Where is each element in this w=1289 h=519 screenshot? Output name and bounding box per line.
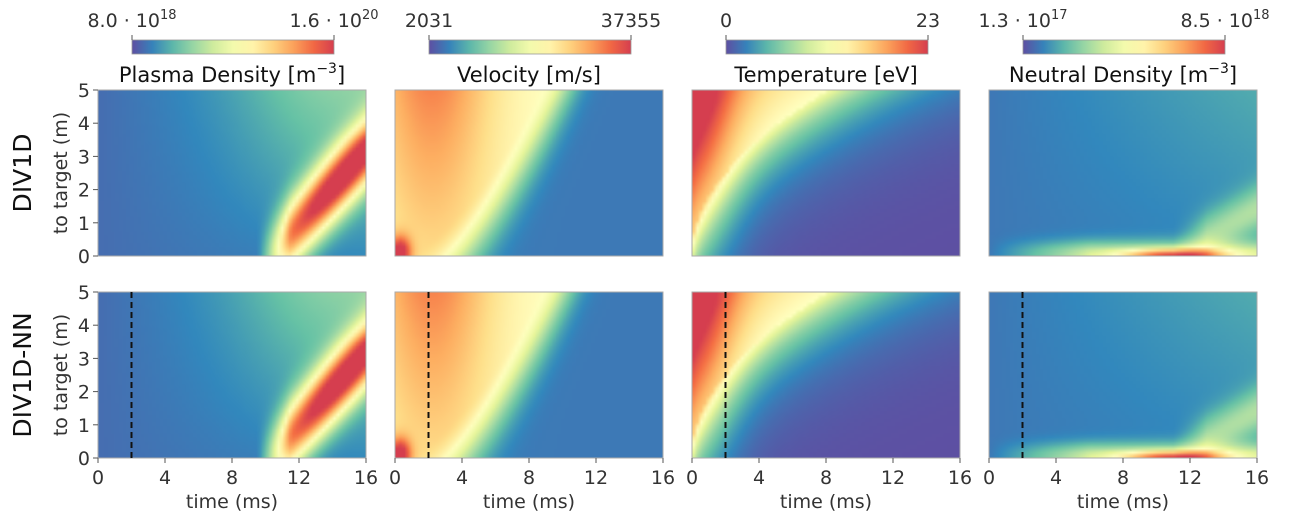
x-tick-label: 8	[1117, 467, 1129, 489]
x-tick-label: 12	[1178, 467, 1202, 489]
x-axis-label: time (ms)	[186, 491, 278, 513]
heatmap-velocity-0	[395, 90, 663, 256]
y-tick-label: 2	[78, 180, 90, 202]
heatmap-temperature-0	[692, 90, 960, 256]
x-tick-label: 16	[948, 467, 972, 489]
y-tick-label: 5	[78, 80, 90, 102]
x-tick-label: 4	[159, 467, 171, 489]
colorbar-max-label: 8.5 · 1018	[1180, 8, 1269, 32]
x-tick-label: 8	[523, 467, 535, 489]
heatmap-temperature-1	[692, 292, 960, 458]
y-tick-label: 2	[78, 382, 90, 404]
y-tick-label: 0	[78, 246, 90, 268]
x-tick-label: 8	[226, 467, 238, 489]
row-label: DIV1D-NN	[8, 312, 37, 437]
x-tick-label: 12	[584, 467, 608, 489]
heatmap-velocity-1	[395, 292, 663, 458]
y-tick-label: 4	[78, 315, 90, 337]
x-axis-label: time (ms)	[780, 491, 872, 513]
colorbar-max-label: 37355	[601, 10, 661, 32]
x-tick-label: 0	[983, 467, 995, 489]
panel-frame	[97, 89, 367, 257]
x-tick-label: 16	[651, 467, 675, 489]
colorbar-min-label: 1.3 · 1017	[978, 8, 1067, 32]
x-tick-label: 0	[389, 467, 401, 489]
x-tick-label: 16	[354, 467, 378, 489]
y-tick-label: 4	[78, 113, 90, 135]
x-tick-label: 0	[686, 467, 698, 489]
panel-frame	[691, 89, 961, 257]
colorbar-3	[1022, 39, 1226, 55]
colorbar-max-label: 1.6 · 1020	[289, 8, 378, 32]
colorbar-max-label: 23	[916, 10, 940, 32]
x-tick-label: 16	[1245, 467, 1269, 489]
y-axis-label: to target (m)	[50, 314, 72, 436]
x-axis-label: time (ms)	[483, 491, 575, 513]
x-tick-label: 8	[820, 467, 832, 489]
y-tick-label: 3	[78, 146, 90, 168]
x-tick-label: 4	[1050, 467, 1062, 489]
heatmap-neutral-0	[989, 90, 1257, 256]
colorbar-1	[428, 39, 632, 55]
y-tick-label: 0	[78, 448, 90, 470]
x-tick-label: 12	[881, 467, 905, 489]
y-axis-label: to target (m)	[50, 112, 72, 234]
y-tick-label: 5	[78, 282, 90, 304]
x-tick-label: 0	[92, 467, 104, 489]
x-tick-label: 12	[287, 467, 311, 489]
x-tick-label: 4	[753, 467, 765, 489]
colorbar-min-label: 8.0 · 1018	[87, 8, 176, 32]
panel-title: Neutral Density [m−3]	[1009, 61, 1237, 87]
colorbar-0	[131, 39, 335, 55]
panel-title: Velocity [m/s]	[457, 63, 601, 87]
colorbar-2	[725, 39, 929, 55]
y-tick-label: 3	[78, 348, 90, 370]
heatmap-density-1	[98, 292, 366, 458]
y-tick-label: 1	[78, 415, 90, 437]
colorbar-min-label: 0	[720, 10, 732, 32]
heatmap-neutral-1	[989, 292, 1257, 458]
colorbar-min-label: 2031	[405, 10, 453, 32]
y-tick-label: 1	[78, 213, 90, 235]
panel-frame	[394, 89, 664, 257]
heatmap-density-0	[98, 90, 366, 256]
x-tick-label: 4	[456, 467, 468, 489]
row-label: DIV1D	[8, 134, 37, 213]
panel-title: Temperature [eV]	[733, 63, 917, 87]
panel-title: Plasma Density [m−3]	[119, 61, 345, 87]
panel-frame	[988, 89, 1258, 257]
x-axis-label: time (ms)	[1077, 491, 1169, 513]
